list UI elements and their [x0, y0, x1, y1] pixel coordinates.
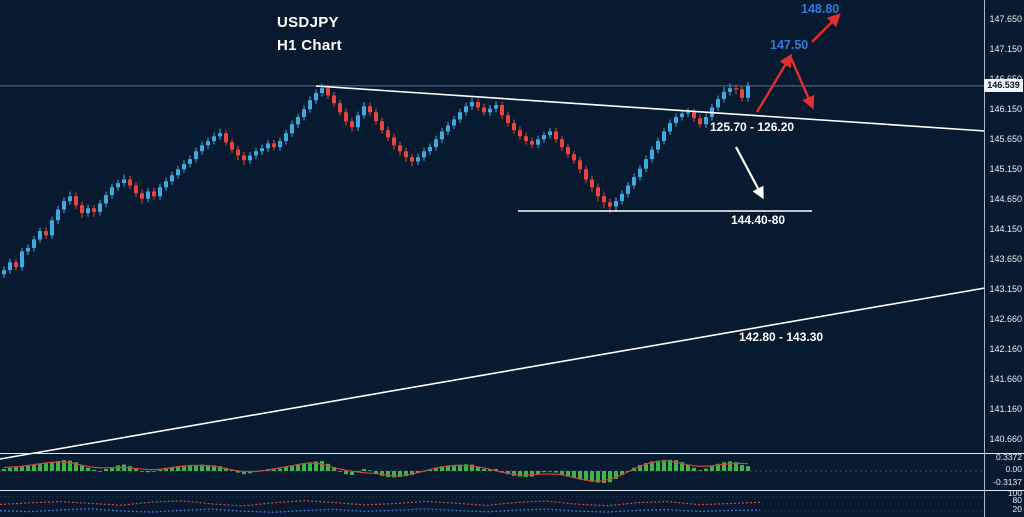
symbol-title: USDJPY [277, 14, 339, 31]
lower-zone-label: 142.80 - 143.30 [739, 330, 824, 344]
macd-scale-label-high: 0.3372 [996, 452, 1022, 462]
price-axis-label: 144.150 [989, 224, 1022, 235]
price-axis-label: 143.650 [989, 254, 1022, 265]
price-axis-label: 144.650 [989, 194, 1022, 205]
target-price-label-mid: 147.50 [770, 38, 809, 52]
price-axis-label: 140.660 [989, 433, 1022, 444]
price-axis-label: 141.160 [989, 403, 1022, 414]
current-price-badge: 146.539 [984, 78, 1023, 92]
price-axis-label: 145.150 [989, 164, 1022, 175]
price-axis-label: 141.660 [989, 373, 1022, 384]
stoch-main-line [0, 500, 761, 507]
stoch-scale-label-20: 20 [1012, 504, 1022, 514]
price-axis-label: 147.150 [989, 44, 1022, 55]
price-axis-label: 145.650 [989, 134, 1022, 145]
support-zone-label: 144.40-80 [731, 213, 786, 227]
stoch-scale-label-100: 100 [1007, 488, 1022, 498]
price-axis-label: 147.650 [989, 14, 1022, 25]
resistance-trendline [315, 85, 986, 132]
red-projection-arrow [811, 13, 841, 43]
timeframe-title: H1 Chart [277, 37, 342, 54]
red-projection-arrow [789, 57, 815, 110]
macd-histogram [2, 459, 750, 483]
price-axis[interactable]: 0.3372 0.00 -0.3137 100 80 20 147.650 147… [984, 0, 1024, 517]
support-trendline [0, 287, 986, 460]
macd-scale-label-zero: 0.00 [1005, 464, 1022, 474]
stoch-signal-line [0, 508, 761, 514]
price-axis-label: 143.150 [989, 284, 1022, 295]
macd-signal-line [3, 460, 749, 482]
candles-layer [2, 82, 750, 278]
resistance-zone-label: 125.70 - 126.20 [710, 120, 795, 134]
stoch-scale-label-80: 80 [1012, 495, 1022, 505]
macd-scale-label-low: -0.3137 [993, 477, 1022, 487]
price-axis-label: 142.160 [989, 343, 1022, 354]
price-axis-label: 146.150 [989, 104, 1022, 115]
white-projection-arrow [735, 146, 764, 200]
price-axis-label: 142.660 [989, 313, 1022, 324]
target-price-label-upper: 148.80 [801, 2, 840, 16]
red-projection-arrow [755, 53, 793, 113]
